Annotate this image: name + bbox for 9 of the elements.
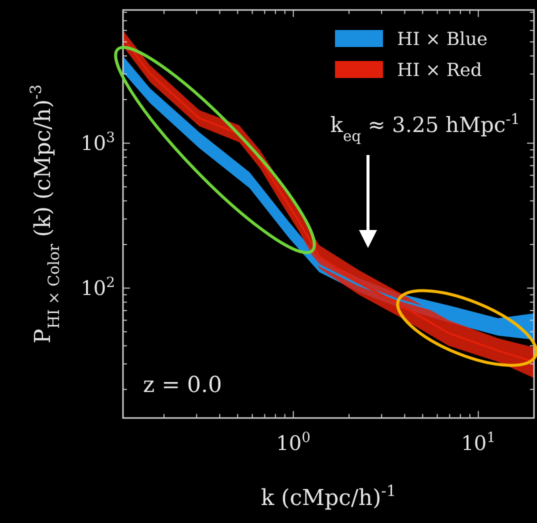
y-tick-label: 10$^{2}$ bbox=[80, 275, 115, 300]
y-tick-label: 10$^{3}$ bbox=[80, 130, 115, 156]
annotation: k$_{eq}$ ≈ 3.25 hMpc$^{-1}$ bbox=[330, 110, 520, 144]
x-axis-title: k (cMpc/h)$^{-1}$ bbox=[260, 482, 396, 511]
legend-label: HI × Blue bbox=[397, 29, 488, 50]
annotation: z = 0.0 bbox=[143, 373, 222, 398]
x-tick-label: 10$^{1}$ bbox=[461, 430, 496, 455]
x-tick-label: 10$^{0}$ bbox=[276, 430, 311, 455]
legend-label: HI × Red bbox=[397, 60, 482, 81]
